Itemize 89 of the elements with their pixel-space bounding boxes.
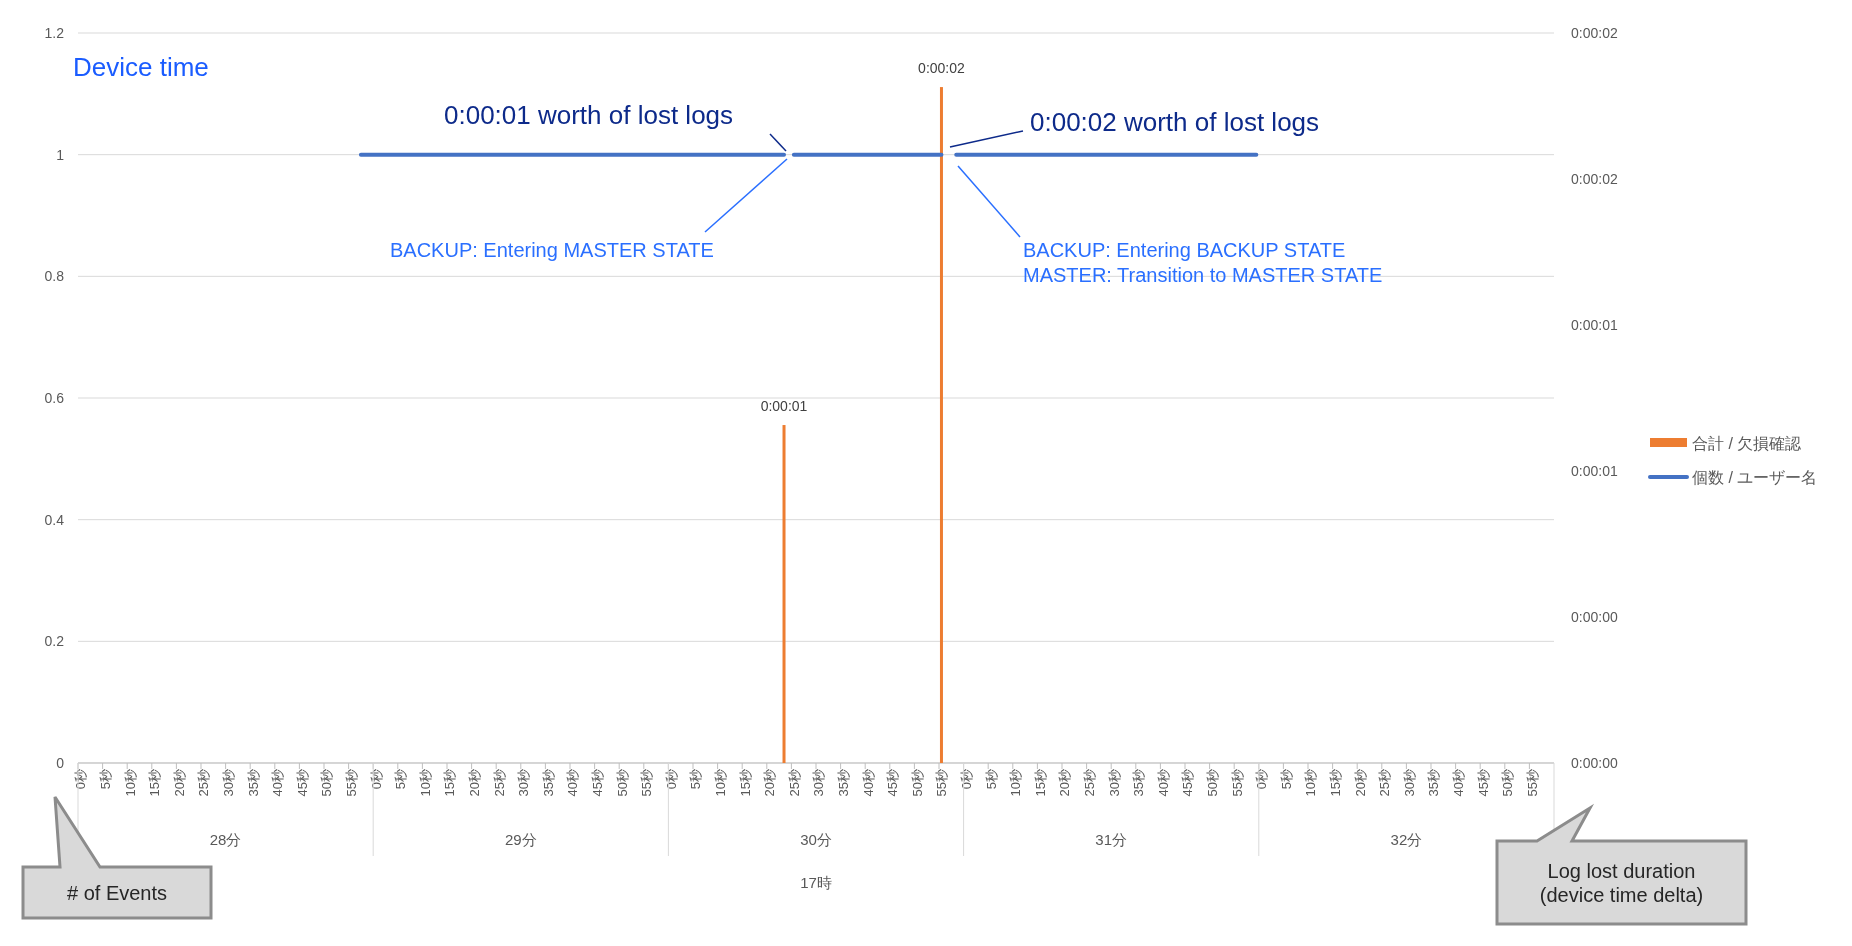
x-tick-label: 50秒 bbox=[1205, 769, 1221, 797]
x-tick-label: 0秒 bbox=[73, 769, 89, 790]
x-tick-label: 30秒 bbox=[811, 769, 827, 797]
x-tick-label: 30秒 bbox=[516, 769, 532, 797]
x-tick-label: 25秒 bbox=[196, 769, 212, 797]
x-tick-label: 35秒 bbox=[1426, 769, 1442, 797]
x-tick-label: 45秒 bbox=[885, 769, 901, 797]
x-tick-label: 20秒 bbox=[762, 769, 778, 797]
x-tick-label: 5秒 bbox=[688, 769, 704, 790]
x-tick-label: 30秒 bbox=[221, 769, 237, 797]
x-tick-label: 5秒 bbox=[98, 769, 114, 790]
x-tick-label: 25秒 bbox=[491, 769, 507, 797]
x-tick-label: 15秒 bbox=[1328, 769, 1344, 797]
y-tick-label: 0.2 bbox=[44, 633, 65, 650]
x-tick-label: 25秒 bbox=[1082, 769, 1098, 797]
y2-tick-label: 0:00:00 bbox=[1571, 755, 1618, 771]
y-tick-label: 0.8 bbox=[44, 268, 65, 285]
x-tick-label: 10秒 bbox=[417, 769, 433, 797]
x-tick-label: 55秒 bbox=[934, 769, 950, 797]
x-tick-label: 15秒 bbox=[1032, 769, 1048, 797]
y2-tick-label: 0:00:02 bbox=[1571, 25, 1618, 41]
x-tick-label: 40秒 bbox=[1451, 769, 1467, 797]
y-tick-label: 0 bbox=[56, 755, 65, 771]
x-tick-label: 20秒 bbox=[1057, 769, 1073, 797]
x-tick-label: 25秒 bbox=[1377, 769, 1393, 797]
text: Device time bbox=[73, 52, 209, 82]
annotation: BACKUP: Entering BACKUP STATE MASTER: Transition to MASTER STATE bbox=[1023, 239, 1383, 286]
x-tick-label: 55秒 bbox=[639, 769, 655, 797]
x-tick-label: 10秒 bbox=[122, 769, 138, 797]
x-tick-label: 35秒 bbox=[836, 769, 852, 797]
text: 29分 bbox=[504, 831, 537, 848]
y-tick-label: 0.6 bbox=[44, 390, 65, 406]
x-tick-label: 55秒 bbox=[1229, 769, 1245, 797]
x-tick-label: 55秒 bbox=[1524, 769, 1540, 797]
x-tick-label: 30秒 bbox=[1106, 769, 1122, 797]
x-tick-label: 15秒 bbox=[147, 769, 163, 797]
data-label: 0:00:01 bbox=[760, 398, 808, 415]
x-tick-label: 20秒 bbox=[171, 769, 187, 797]
x-tick-label: 55秒 bbox=[344, 769, 360, 797]
x-tick-label: 40秒 bbox=[1155, 769, 1171, 797]
x-tick-label: 5秒 bbox=[393, 769, 409, 790]
x-tick-label: 5秒 bbox=[1278, 769, 1294, 790]
data-label: 0:00:02 bbox=[918, 60, 966, 77]
x-tick-label: 15秒 bbox=[737, 769, 753, 797]
x-tick-label: 10秒 bbox=[1303, 769, 1319, 797]
y2-tick-label: 0:00:01 bbox=[1571, 317, 1618, 333]
y-tick-label: 1.2 bbox=[44, 25, 65, 41]
callout-y2label: Log lost duration (device time delta) bbox=[1495, 803, 1748, 926]
y2-tick-label: 0:00:00 bbox=[1571, 609, 1618, 625]
annotation: 0:00:02 worth of lost logs bbox=[1030, 107, 1320, 137]
y2-tick-label: 0:00:01 bbox=[1571, 463, 1618, 479]
x-tick-label: 0秒 bbox=[663, 769, 679, 790]
x-tick-label: 35秒 bbox=[1131, 769, 1147, 797]
legend-label: 個数 / ユーザー名 bbox=[1692, 469, 1818, 486]
x-tick-label: 20秒 bbox=[1352, 769, 1368, 797]
text: 31分 bbox=[1095, 831, 1128, 848]
x-tick-label: 25秒 bbox=[786, 769, 802, 797]
x-tick-label: 45秒 bbox=[590, 769, 606, 797]
text: 17時 bbox=[800, 874, 832, 891]
x-tick-label: 50秒 bbox=[319, 769, 335, 797]
x-tick-label: 45秒 bbox=[1475, 769, 1491, 797]
annotation: 0:00:01 worth of lost logs bbox=[444, 100, 734, 130]
x-tick-label: 15秒 bbox=[442, 769, 458, 797]
text: 30分 bbox=[800, 831, 832, 848]
x-tick-label: 10秒 bbox=[1008, 769, 1024, 797]
text: 32分 bbox=[1390, 831, 1423, 848]
y-tick-label: 0.4 bbox=[44, 511, 65, 528]
x-tick-label: 40秒 bbox=[565, 769, 581, 797]
x-tick-label: 45秒 bbox=[1180, 769, 1196, 797]
x-tick-label: 10秒 bbox=[713, 769, 729, 797]
legend-label: 合計 / 欠損確認 bbox=[1692, 435, 1802, 452]
x-tick-label: 0秒 bbox=[959, 769, 975, 790]
x-tick-label: 35秒 bbox=[245, 769, 261, 797]
x-tick-label: 30秒 bbox=[1401, 769, 1417, 797]
y2-axis-title: Log lost duration (device time delta) bbox=[1539, 859, 1704, 906]
x-tick-label: 45秒 bbox=[294, 769, 310, 797]
y-tick-label: 1 bbox=[56, 146, 65, 163]
x-tick-label: 50秒 bbox=[909, 769, 925, 797]
x-tick-label: 20秒 bbox=[467, 769, 483, 797]
x-tick-label: 35秒 bbox=[540, 769, 556, 797]
annotation: BACKUP: Entering MASTER STATE bbox=[390, 239, 714, 261]
x-tick-label: 40秒 bbox=[860, 769, 876, 797]
x-tick-label: 40秒 bbox=[270, 769, 286, 797]
y2-tick-label: 0:00:02 bbox=[1571, 171, 1618, 187]
x-tick-label: 0秒 bbox=[368, 769, 384, 790]
x-tick-label: 5秒 bbox=[983, 769, 999, 790]
x-tick-label: 50秒 bbox=[614, 769, 630, 797]
x-tick-label: 0秒 bbox=[1254, 769, 1270, 790]
x-tick-label: 50秒 bbox=[1500, 769, 1516, 797]
